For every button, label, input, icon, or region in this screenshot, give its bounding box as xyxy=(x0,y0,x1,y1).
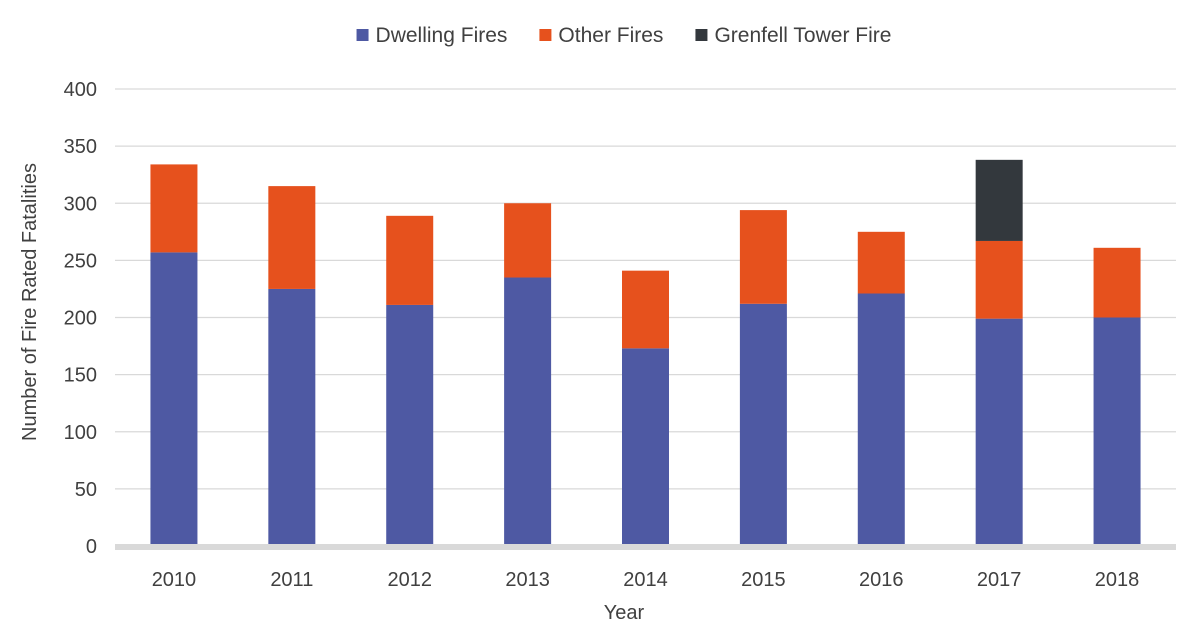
bar-segment xyxy=(622,348,669,546)
legend-item: Dwelling Fires xyxy=(356,24,508,47)
bar-segment xyxy=(622,270,669,349)
y-axis-title: Number of Fire Rated Fatalities xyxy=(19,163,41,441)
x-axis-line xyxy=(115,544,1176,550)
axes: 0 50 100 150 200 250 300 350 400 2010 2011 2012 2013… xyxy=(64,79,1176,591)
y-tick-label: 0 xyxy=(86,536,97,558)
bar-segment xyxy=(504,203,552,278)
legend-item: Grenfell Tower Fire xyxy=(695,24,891,47)
bar-segment xyxy=(386,215,434,305)
bar-segment xyxy=(268,288,316,546)
y-tick-label: 250 xyxy=(64,250,97,272)
bar-segment xyxy=(150,164,198,253)
legend-label: Other Fires xyxy=(558,24,663,47)
bar-segment xyxy=(857,231,905,294)
bar-segment xyxy=(857,293,905,546)
legend-item: Other Fires xyxy=(539,24,663,47)
bar-segment xyxy=(975,240,1023,319)
x-tick-label: 2018 xyxy=(1095,569,1140,591)
x-axis-title: Year xyxy=(604,602,645,624)
x-tick-label: 2015 xyxy=(741,569,786,591)
legend-swatch xyxy=(695,29,708,41)
y-tick-label: 400 xyxy=(64,79,97,101)
bar-segment xyxy=(739,303,787,546)
x-tick-label: 2013 xyxy=(505,569,550,591)
bar-segment xyxy=(739,210,787,304)
legend-swatch xyxy=(539,29,552,41)
y-tick-label: 300 xyxy=(64,193,97,215)
bar-segment xyxy=(1093,247,1141,318)
legend-label: Dwelling Fires xyxy=(376,24,508,47)
y-tick-label: 100 xyxy=(64,422,97,444)
legend: Dwelling Fires Other Fires Grenfell Tower … xyxy=(356,24,891,47)
bars xyxy=(150,159,1141,546)
bar-segment xyxy=(1093,317,1141,546)
x-tick-label: 2016 xyxy=(859,569,904,591)
x-tick-label: 2014 xyxy=(623,569,668,591)
y-tick-label: 200 xyxy=(64,308,97,330)
y-tick-label: 350 xyxy=(64,136,97,158)
bar-segment xyxy=(386,304,434,546)
x-tick-label: 2011 xyxy=(270,569,313,591)
bar-segment xyxy=(504,277,552,546)
x-tick-label: 2010 xyxy=(152,569,197,591)
y-tick-label: 50 xyxy=(75,479,97,501)
bar-segment xyxy=(268,186,316,289)
x-tick-label: 2012 xyxy=(387,569,432,591)
bar-segment xyxy=(150,252,198,546)
legend-swatch xyxy=(356,29,369,41)
legend-label: Grenfell Tower Fire xyxy=(714,24,891,47)
bar-segment xyxy=(975,159,1023,241)
bar-segment xyxy=(975,318,1023,546)
x-tick-label: 2017 xyxy=(977,569,1022,591)
y-tick-label: 150 xyxy=(64,365,97,387)
